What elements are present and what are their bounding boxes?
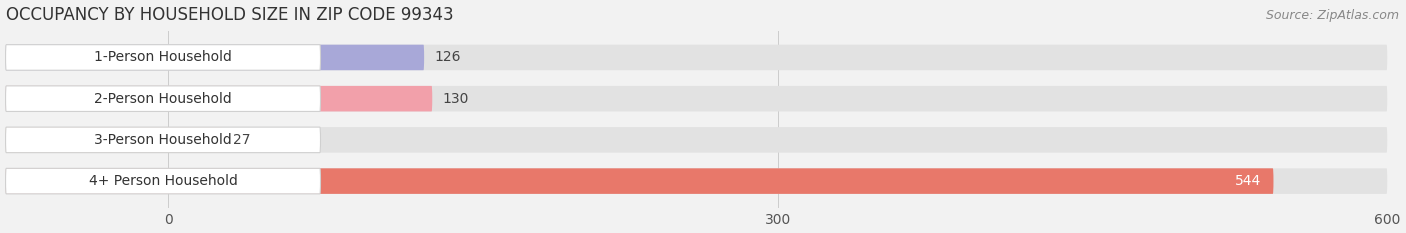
FancyBboxPatch shape bbox=[6, 45, 321, 70]
Text: 130: 130 bbox=[443, 92, 468, 106]
Text: 126: 126 bbox=[434, 51, 461, 65]
FancyBboxPatch shape bbox=[6, 168, 1274, 194]
FancyBboxPatch shape bbox=[6, 127, 321, 153]
Text: 2-Person Household: 2-Person Household bbox=[94, 92, 232, 106]
FancyBboxPatch shape bbox=[6, 86, 321, 111]
FancyBboxPatch shape bbox=[6, 127, 1388, 153]
Text: Source: ZipAtlas.com: Source: ZipAtlas.com bbox=[1265, 9, 1399, 22]
FancyBboxPatch shape bbox=[6, 45, 1388, 70]
Text: 544: 544 bbox=[1234, 174, 1261, 188]
Text: 1-Person Household: 1-Person Household bbox=[94, 51, 232, 65]
FancyBboxPatch shape bbox=[6, 86, 432, 111]
FancyBboxPatch shape bbox=[6, 127, 224, 153]
FancyBboxPatch shape bbox=[6, 45, 425, 70]
FancyBboxPatch shape bbox=[6, 86, 1388, 111]
FancyBboxPatch shape bbox=[6, 168, 1388, 194]
Text: 4+ Person Household: 4+ Person Household bbox=[89, 174, 238, 188]
FancyBboxPatch shape bbox=[6, 168, 321, 194]
Text: OCCUPANCY BY HOUSEHOLD SIZE IN ZIP CODE 99343: OCCUPANCY BY HOUSEHOLD SIZE IN ZIP CODE … bbox=[6, 6, 453, 24]
Text: 3-Person Household: 3-Person Household bbox=[94, 133, 232, 147]
Text: 27: 27 bbox=[233, 133, 250, 147]
